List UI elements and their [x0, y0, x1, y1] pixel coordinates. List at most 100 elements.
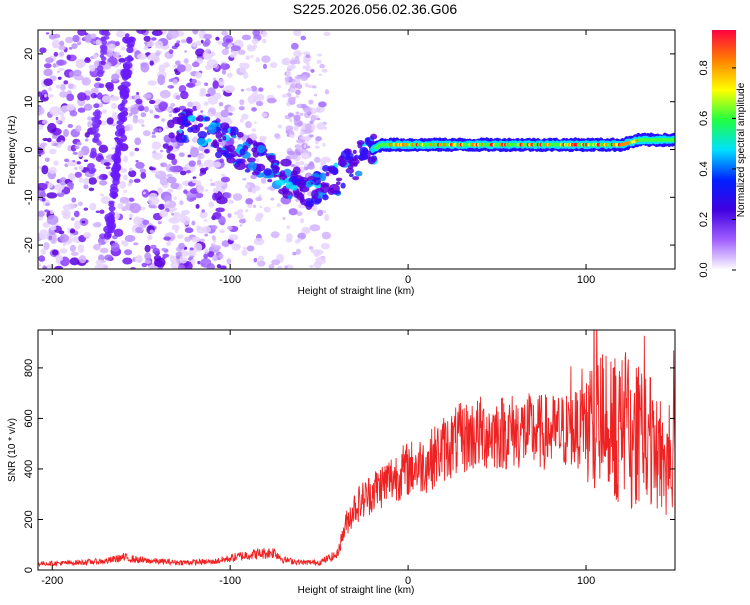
noise-blob: [180, 90, 189, 100]
noise-blob: [84, 138, 89, 142]
noise-blob: [158, 101, 168, 112]
streak-blob: [102, 51, 108, 55]
noise-blob: [260, 177, 267, 184]
noise-blob: [253, 204, 257, 209]
noise-blob: [231, 243, 241, 251]
noise-blob: [188, 160, 196, 167]
noise-blob: [175, 251, 183, 257]
noise-blob: [309, 264, 314, 268]
noise-blob: [98, 176, 103, 180]
noise-blob: [166, 153, 176, 160]
noise-blob: [295, 248, 301, 255]
snr-y-tick-label: 600: [23, 409, 35, 427]
noise-blob: [95, 77, 101, 82]
noise-blob: [287, 96, 296, 104]
noise-blob: [144, 41, 148, 45]
noise-blob: [56, 70, 61, 73]
noise-blob: [74, 220, 81, 230]
noise-blob: [153, 257, 166, 268]
noise-blob: [63, 80, 69, 85]
ridge-blob: [196, 137, 206, 145]
ridge-blob: [335, 177, 343, 182]
noise-blob: [212, 161, 222, 168]
colorbar-tick-label: 0.6: [698, 111, 710, 126]
spectrogram-marks: [38, 30, 675, 269]
noise-blob: [59, 51, 65, 57]
noise-blob: [255, 100, 264, 107]
noise-blob: [238, 218, 246, 224]
noise-blob: [196, 185, 205, 194]
noise-blob: [128, 197, 135, 202]
noise-blob: [305, 54, 311, 59]
ridge-blob: [215, 151, 223, 159]
noise-blob: [43, 68, 53, 77]
streak-blob: [91, 121, 101, 128]
noise-blob: [144, 259, 151, 264]
noise-blob: [47, 93, 54, 98]
noise-blob: [182, 167, 188, 171]
noise-blob: [83, 103, 93, 111]
noise-blob: [168, 49, 174, 55]
noise-blob: [295, 75, 302, 80]
noise-blob: [201, 209, 205, 213]
noise-blob: [203, 253, 209, 259]
noise-blob: [142, 219, 150, 226]
noise-blob: [293, 124, 299, 132]
ridge-blob: [227, 127, 232, 133]
noise-blob: [242, 246, 247, 250]
ridge-blob: [325, 171, 330, 177]
streak-blob: [114, 163, 122, 172]
noise-blob: [42, 221, 51, 228]
noise-blob: [102, 174, 108, 180]
noise-blob: [223, 192, 232, 199]
noise-blob: [133, 94, 141, 100]
noise-blob: [174, 42, 180, 48]
noise-blob: [40, 248, 47, 255]
noise-blob: [316, 122, 326, 130]
noise-blob: [221, 30, 228, 36]
snr-x-tick-label: -100: [219, 575, 241, 587]
noise-blob: [134, 137, 142, 146]
noise-blob: [239, 99, 245, 106]
noise-blob: [294, 144, 302, 150]
noise-blob: [76, 141, 82, 146]
noise-blob: [175, 95, 181, 100]
snr-y-tick-label: 800: [23, 359, 35, 377]
noise-blob: [59, 248, 68, 254]
streak-blob: [106, 215, 115, 221]
noise-blob: [120, 46, 126, 51]
noise-blob: [316, 59, 322, 64]
noise-blob: [44, 157, 50, 162]
noise-blob: [224, 85, 235, 94]
noise-blob: [302, 65, 308, 70]
colorbar-label: Normalized spectral amplitude: [736, 82, 747, 217]
noise-blob: [229, 53, 237, 58]
noise-blob: [153, 104, 159, 109]
noise-blob: [203, 33, 213, 40]
noise-blob: [100, 60, 106, 66]
snr-background: [38, 330, 675, 570]
spectrogram-y-tick-label: -20: [23, 237, 35, 253]
noise-blob: [147, 54, 159, 61]
noise-blob: [212, 187, 219, 194]
noise-blob: [64, 210, 71, 217]
noise-blob: [104, 254, 113, 261]
noise-blob: [63, 128, 69, 137]
snr-marks: [38, 330, 675, 568]
noise-blob: [289, 163, 296, 167]
snr-panel: -200 -100 0 100 0 200 400 600 800 Height of stra…: [7, 329, 676, 596]
noise-blob: [230, 45, 241, 52]
noise-blob: [263, 206, 271, 213]
noise-blob: [92, 222, 102, 228]
noise-blob: [135, 98, 143, 105]
ridge-blob: [300, 197, 306, 205]
noise-blob: [88, 187, 95, 192]
noise-blob: [138, 105, 145, 112]
noise-blob: [67, 83, 74, 89]
noise-blob: [66, 54, 72, 60]
noise-blob: [77, 107, 86, 113]
noise-blob: [172, 211, 181, 219]
noise-blob: [238, 106, 245, 111]
